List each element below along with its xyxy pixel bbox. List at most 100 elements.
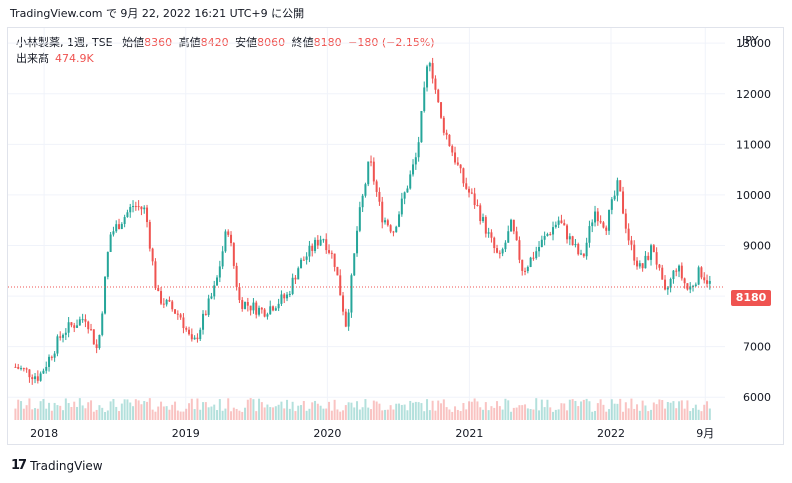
candle-body <box>395 226 398 233</box>
volume-bar <box>263 407 266 420</box>
chart-frame[interactable] <box>7 27 784 445</box>
volume-bar <box>622 411 625 420</box>
candle-body <box>157 288 160 292</box>
volume-bar <box>552 411 555 420</box>
volume-bar <box>686 400 689 420</box>
volume-bar <box>70 406 73 420</box>
volume-bar <box>104 411 107 420</box>
candle-body <box>406 188 409 193</box>
volume-bar <box>412 402 415 420</box>
candle-body <box>193 337 196 340</box>
candle-body <box>493 237 496 249</box>
candle-body <box>655 252 658 265</box>
volume-bar <box>120 403 123 420</box>
volume-bar <box>462 403 465 420</box>
last-price-tag: 8180 <box>731 290 771 306</box>
volume-bar <box>322 408 325 420</box>
candle-body <box>686 283 689 290</box>
candle-body <box>375 181 378 192</box>
candle-body <box>160 291 163 304</box>
candle-body <box>515 231 518 241</box>
candle-body <box>672 270 675 280</box>
volume-bar <box>255 411 258 420</box>
candle-body <box>297 268 300 280</box>
candle-body <box>664 279 667 290</box>
candle-body <box>249 305 252 311</box>
ohlc-legend: 小林製薬, 1週, TSE 始値8360 高値8420 安値8060 終値818… <box>16 34 435 50</box>
volume-bar <box>638 410 641 420</box>
volume-bar <box>171 404 174 420</box>
candle-body <box>442 117 445 133</box>
volume-bar <box>81 405 84 420</box>
volume-bar <box>442 399 445 420</box>
volume-bar <box>515 407 518 420</box>
volume-bar <box>557 409 560 420</box>
volume-bar <box>423 411 426 420</box>
volume-bar <box>577 406 580 420</box>
volume-bar <box>31 409 34 420</box>
candle-body <box>580 253 583 255</box>
volume-bar <box>283 408 286 420</box>
candle-body <box>437 89 440 103</box>
candle-body <box>473 193 476 206</box>
candle-body <box>238 287 241 301</box>
candle-body <box>302 259 305 261</box>
volume-bar <box>272 407 275 420</box>
candle-body <box>190 334 193 340</box>
candle-body <box>333 253 336 267</box>
volume-bar <box>174 401 177 420</box>
volume-bar <box>28 398 31 420</box>
volume-bar <box>644 405 647 420</box>
candle-body <box>431 63 434 79</box>
candle-body <box>526 266 529 272</box>
candle-body <box>552 227 555 235</box>
candle-body <box>585 242 588 257</box>
candle-body <box>272 306 275 311</box>
volume-bar <box>619 398 622 420</box>
candle-body <box>95 344 98 349</box>
candle-body <box>372 161 375 182</box>
volume-bar <box>241 411 244 420</box>
volume-bar <box>563 403 566 420</box>
volume-bar <box>34 408 37 420</box>
candle-body <box>45 366 48 371</box>
volume-bar <box>692 408 695 420</box>
candle-body <box>143 207 146 210</box>
candle-body <box>610 199 613 210</box>
volume-bar <box>17 399 20 420</box>
volume-bar <box>78 398 81 420</box>
candle-body <box>700 267 703 278</box>
candle-body <box>708 280 711 284</box>
candle-body <box>350 275 353 313</box>
volume-bar <box>344 405 347 420</box>
volume-bar <box>165 406 168 420</box>
candle-body <box>87 321 90 330</box>
y-tick-label: 11000 <box>736 138 771 151</box>
tradingview-logo[interactable]: 17 TradingView <box>11 458 103 473</box>
volume-bar <box>703 404 706 420</box>
volume-bar <box>162 406 165 420</box>
candle-body <box>423 87 426 111</box>
volume-bar <box>56 405 59 420</box>
volume-bar <box>680 400 683 420</box>
y-tick-label: 6000 <box>743 391 771 404</box>
candle-body <box>409 174 412 189</box>
volume-bar <box>440 403 443 420</box>
volume-bar <box>126 399 129 420</box>
volume-bar <box>316 403 319 420</box>
volume-bar <box>426 399 429 420</box>
candle-body <box>440 102 443 118</box>
volume-bar <box>594 410 597 420</box>
candle-body <box>328 250 331 253</box>
volume-bar <box>473 398 476 420</box>
volume-bar <box>185 408 188 420</box>
volume-bar <box>526 408 529 420</box>
volume-bar <box>420 403 423 420</box>
volume-bar <box>218 399 221 420</box>
candle-body <box>694 284 697 286</box>
symbol-label[interactable]: 小林製薬, 1週, TSE <box>16 36 113 49</box>
candle-body <box>462 168 465 184</box>
candle-body <box>465 183 468 189</box>
volume-bar <box>504 398 507 420</box>
